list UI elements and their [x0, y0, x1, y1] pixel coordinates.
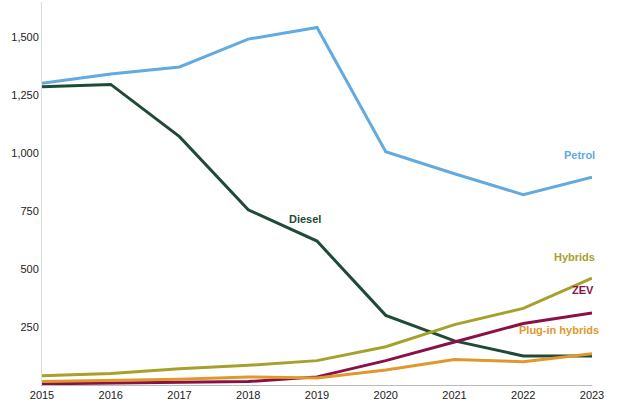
svg-text:2020: 2020 [374, 389, 398, 401]
svg-text:ZEV: ZEV [572, 284, 594, 296]
svg-text:2021: 2021 [442, 389, 466, 401]
svg-text:1,250: 1,250 [11, 89, 39, 101]
svg-text:750: 750 [20, 205, 38, 217]
svg-text:1,500: 1,500 [11, 31, 39, 43]
svg-text:2015: 2015 [30, 389, 54, 401]
svg-text:2017: 2017 [167, 389, 191, 401]
svg-text:Hybrids: Hybrids [554, 251, 595, 263]
svg-text:1,000: 1,000 [11, 147, 39, 159]
svg-text:Plug-in hybrids: Plug-in hybrids [519, 324, 599, 336]
svg-text:Diesel: Diesel [289, 213, 321, 225]
svg-text:250: 250 [20, 321, 38, 333]
svg-text:2023: 2023 [580, 389, 604, 401]
svg-text:2018: 2018 [236, 389, 260, 401]
svg-text:Petrol: Petrol [564, 149, 595, 161]
svg-text:500: 500 [20, 263, 38, 275]
svg-text:2022: 2022 [511, 389, 535, 401]
svg-text:2016: 2016 [99, 389, 123, 401]
svg-text:2019: 2019 [305, 389, 329, 401]
